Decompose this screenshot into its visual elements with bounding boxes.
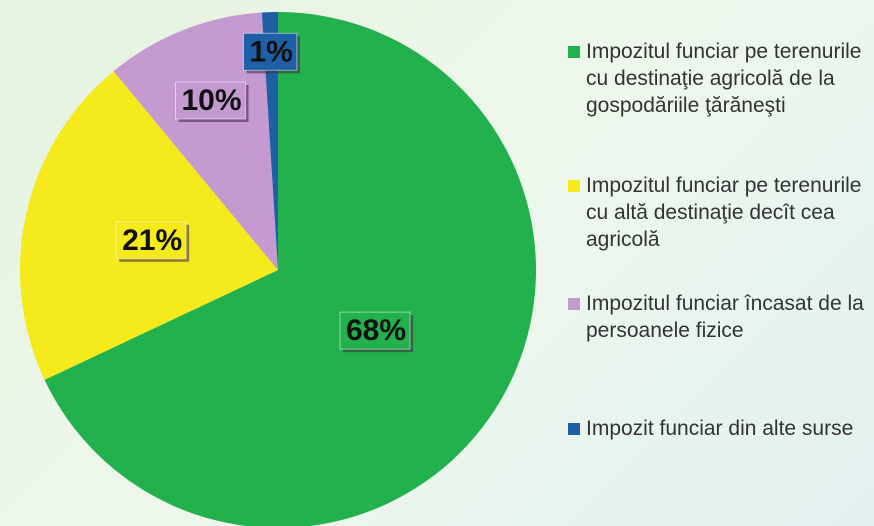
label-box — [174, 81, 247, 120]
label-box — [243, 32, 298, 71]
legend-swatch — [568, 423, 580, 435]
data-label: 10% — [181, 84, 241, 117]
legend-label: Impozit funciar din alte surse — [586, 417, 854, 440]
pie-slice — [261, 12, 278, 270]
data-label: 21% — [122, 224, 182, 257]
legend-item: Impozit funciar din alte surse — [568, 415, 868, 442]
legend-item: Impozitul funciar pe terenurile cu desti… — [568, 38, 868, 119]
label-box — [339, 311, 411, 350]
pie-slice — [44, 12, 536, 526]
pie-slice — [113, 12, 278, 271]
legend-item: Impozitul funciar încasat de la persoane… — [568, 290, 868, 344]
label-box — [115, 221, 187, 260]
data-label: 1% — [250, 35, 293, 68]
legend-label: Impozitul funciar încasat de la persoane… — [586, 292, 864, 342]
legend-swatch — [568, 298, 580, 310]
legend-label: Impozitul funciar pe terenurile cu desti… — [586, 40, 862, 117]
legend-label: Impozitul funciar pe terenurile cu altă … — [586, 174, 862, 251]
data-label: 68% — [346, 314, 406, 347]
legend-swatch — [568, 180, 580, 192]
legend-swatch — [568, 46, 580, 58]
legend-item: Impozitul funciar pe terenurile cu altă … — [568, 172, 868, 253]
